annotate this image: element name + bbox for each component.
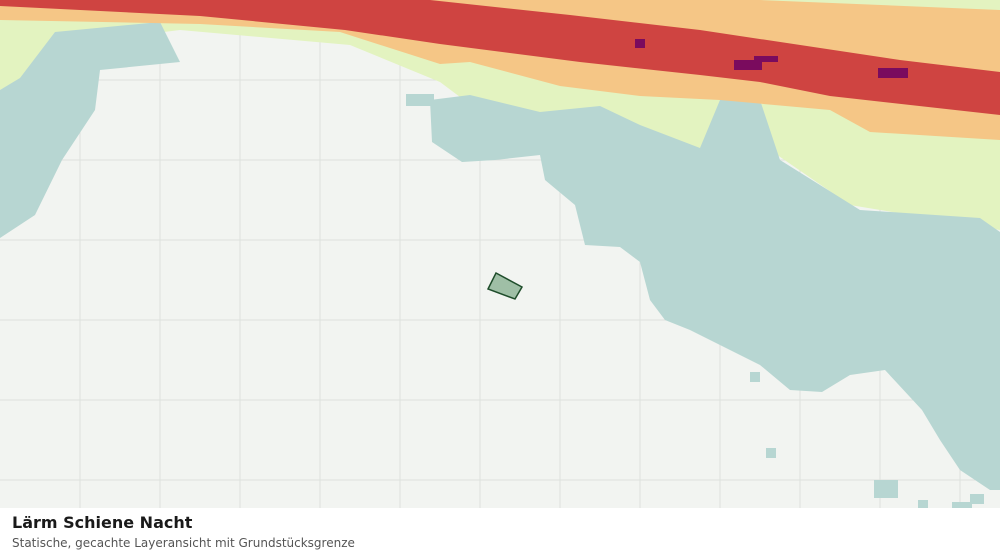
map-title: Lärm Schiene Nacht xyxy=(12,513,193,532)
noise-hotspot xyxy=(635,39,645,48)
noise-zone-teal-left xyxy=(0,22,180,238)
noise-cell xyxy=(874,480,898,498)
noise-hotspot xyxy=(734,60,762,70)
noise-cell xyxy=(406,94,434,106)
noise-zone-orange xyxy=(0,0,1000,140)
map xyxy=(0,0,1000,508)
noise-zone-teal-right xyxy=(430,95,1000,490)
noise-cell xyxy=(952,502,972,508)
noise-cell xyxy=(750,372,760,382)
noise-cell xyxy=(918,500,928,508)
parcel-boundary xyxy=(486,271,524,300)
noise-zone-red xyxy=(0,0,1000,115)
noise-hotspot xyxy=(878,68,908,78)
noise-cell xyxy=(766,448,776,458)
map-subtitle: Statische, gecachte Layeransicht mit Gru… xyxy=(12,536,355,550)
noise-cell xyxy=(970,494,984,504)
noise-hotspot xyxy=(754,56,778,62)
